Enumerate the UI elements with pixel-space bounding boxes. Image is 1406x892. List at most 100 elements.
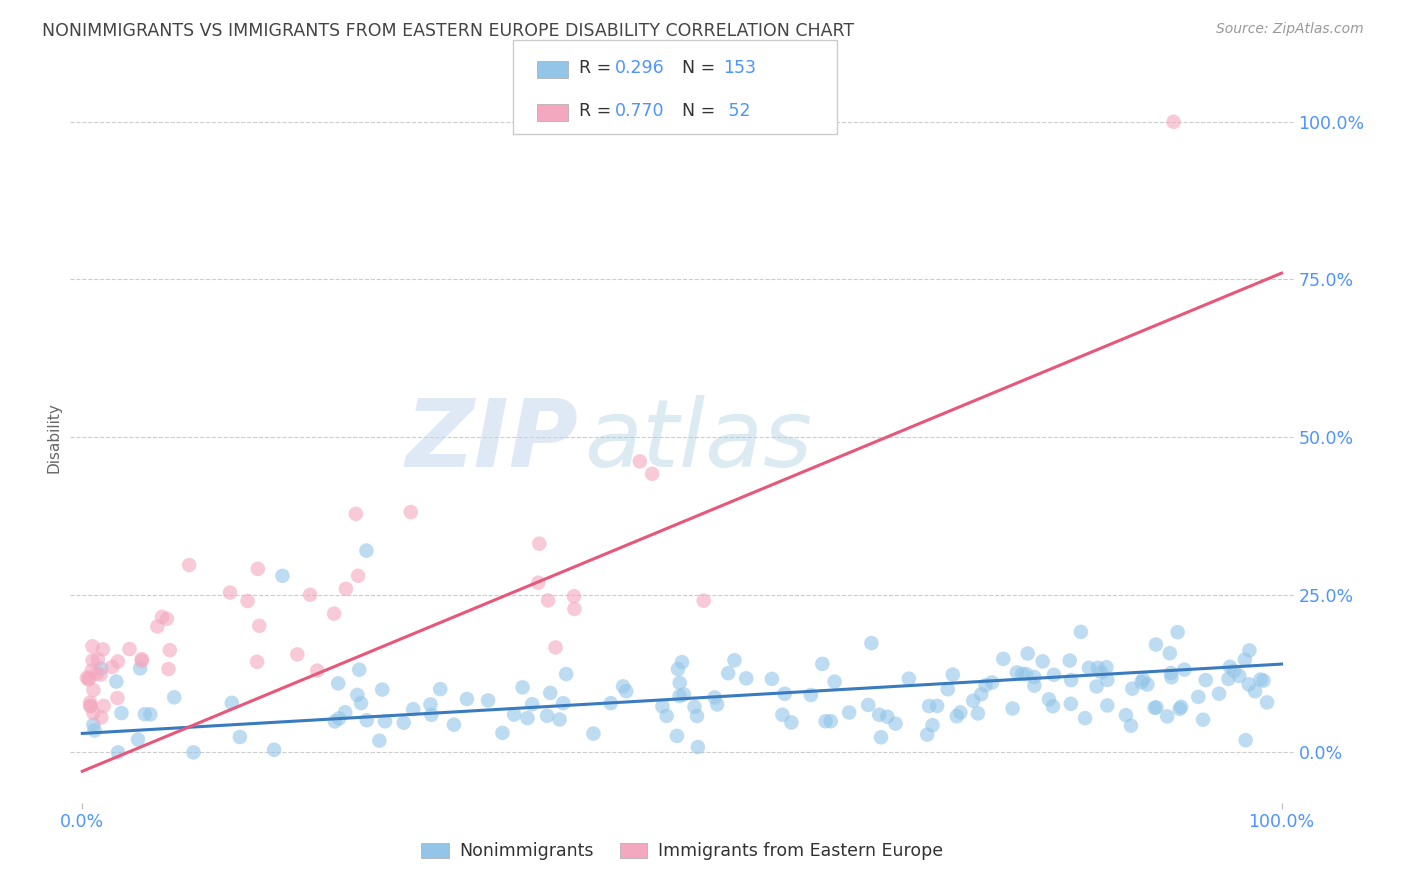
Point <box>1130 675 1153 690</box>
Point <box>347 569 370 583</box>
Point <box>870 731 893 745</box>
Point <box>419 698 441 712</box>
Point <box>666 662 689 676</box>
Point <box>641 467 664 481</box>
Point <box>328 711 350 725</box>
Point <box>134 707 156 722</box>
Point <box>127 732 149 747</box>
Point <box>285 648 308 662</box>
Point <box>717 666 740 681</box>
Point <box>1159 646 1181 660</box>
Point <box>1132 673 1154 687</box>
Point <box>323 714 346 729</box>
Point <box>536 708 558 723</box>
Point <box>219 585 242 599</box>
Point <box>1119 718 1142 732</box>
Point <box>79 699 101 714</box>
Point <box>229 730 252 744</box>
Point <box>876 709 898 723</box>
Point <box>1070 624 1092 639</box>
Point <box>146 619 169 633</box>
Point <box>1074 711 1097 725</box>
Point <box>1005 665 1028 680</box>
Point <box>82 683 104 698</box>
Point <box>299 588 322 602</box>
Point <box>183 745 205 759</box>
Point <box>1170 699 1192 714</box>
Point <box>328 676 350 690</box>
Point <box>344 507 367 521</box>
Point <box>1038 692 1060 706</box>
Point <box>1256 695 1278 709</box>
Point <box>703 690 725 705</box>
Point <box>107 745 129 759</box>
Point <box>548 713 571 727</box>
Point <box>686 739 709 754</box>
Point <box>949 706 972 720</box>
Point <box>706 698 728 712</box>
Point <box>1234 733 1257 747</box>
Point <box>347 663 370 677</box>
Point <box>82 640 104 654</box>
Point <box>107 655 129 669</box>
Text: atlas: atlas <box>583 395 813 486</box>
Point <box>87 652 110 666</box>
Point <box>686 709 709 723</box>
Point <box>368 733 391 747</box>
Point <box>1032 654 1054 668</box>
Text: 153: 153 <box>723 60 755 78</box>
Point <box>942 667 965 681</box>
Point <box>824 674 846 689</box>
Point <box>599 696 621 710</box>
Point <box>118 642 141 657</box>
Point <box>131 652 153 666</box>
Point <box>1144 700 1167 714</box>
Point <box>1223 664 1246 678</box>
Point <box>800 688 823 702</box>
Point <box>307 664 329 678</box>
Point <box>356 543 378 558</box>
Point <box>1233 652 1256 666</box>
Point <box>537 593 560 607</box>
Point <box>1115 708 1137 723</box>
Point <box>402 702 425 716</box>
Point <box>1077 661 1099 675</box>
Point <box>1024 670 1046 684</box>
Point <box>82 706 104 720</box>
Point <box>491 726 513 740</box>
Point <box>79 698 101 713</box>
Point <box>628 454 651 468</box>
Point <box>157 662 180 676</box>
Point <box>1015 667 1038 681</box>
Point <box>91 642 114 657</box>
Point <box>564 602 586 616</box>
Point <box>761 672 783 686</box>
Point <box>1168 702 1191 716</box>
Text: NONIMMIGRANTS VS IMMIGRANTS FROM EASTERN EUROPE DISABILITY CORRELATION CHART: NONIMMIGRANTS VS IMMIGRANTS FROM EASTERN… <box>42 22 855 40</box>
Point <box>520 697 543 711</box>
Text: 0.296: 0.296 <box>614 60 664 78</box>
Point <box>1237 677 1260 691</box>
Point <box>1043 667 1066 681</box>
Text: ZIP: ZIP <box>405 395 578 487</box>
Text: Source: ZipAtlas.com: Source: ZipAtlas.com <box>1216 22 1364 37</box>
Point <box>838 706 860 720</box>
Point <box>927 698 949 713</box>
Point <box>1253 673 1275 688</box>
Point <box>897 672 920 686</box>
Point <box>693 593 716 607</box>
Text: 0.770: 0.770 <box>614 102 664 120</box>
Point <box>350 696 373 710</box>
Point <box>139 707 162 722</box>
Point <box>1192 713 1215 727</box>
Point <box>105 674 128 689</box>
Point <box>1173 663 1195 677</box>
Point <box>77 673 100 687</box>
Point <box>1097 698 1119 713</box>
Point <box>811 657 834 671</box>
Point <box>90 710 112 724</box>
Point <box>335 582 357 596</box>
Point <box>156 612 179 626</box>
Point <box>967 706 990 721</box>
Point <box>1060 673 1083 687</box>
